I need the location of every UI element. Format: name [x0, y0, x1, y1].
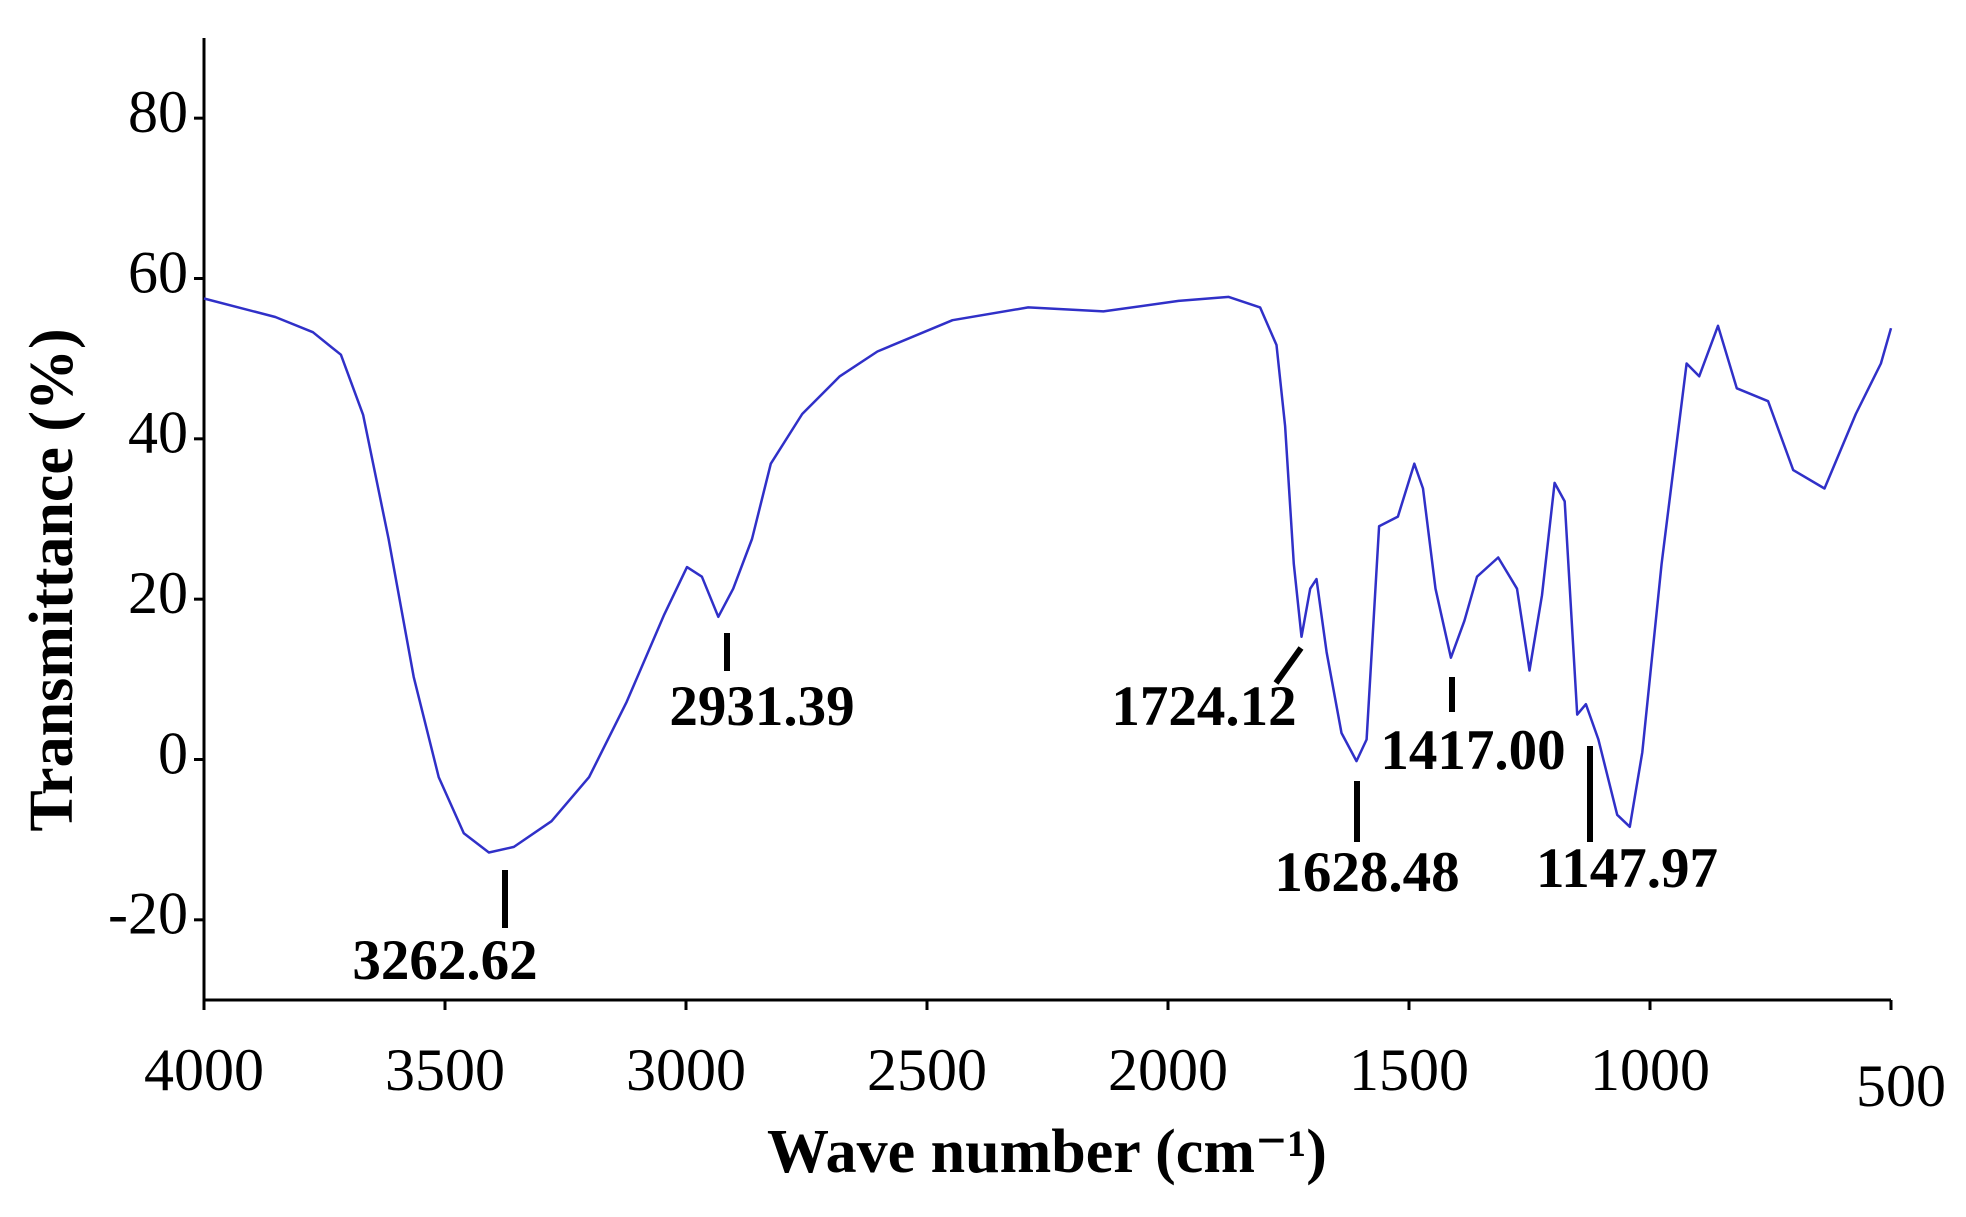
x-tick-label: 2500	[867, 1037, 987, 1103]
x-tick-label: 1000	[1590, 1037, 1710, 1103]
annotation: 1628.48	[1274, 841, 1459, 904]
x-tick-label: 4000	[144, 1037, 264, 1103]
x-tick-label: 3500	[385, 1037, 505, 1103]
x-tick-label: 2000	[1108, 1037, 1228, 1103]
y-tick-label: 40	[128, 400, 188, 466]
y-tick-label: -20	[108, 881, 188, 947]
annotation: 1417.00	[1380, 719, 1565, 782]
y-tick-label: 20	[128, 560, 188, 626]
y-tick-label: 60	[128, 239, 188, 305]
x-tick-label: 3000	[626, 1037, 746, 1103]
annotation: 1724.12	[1111, 675, 1296, 738]
annotation-leader	[1273, 646, 1304, 685]
y-tick-label: 0	[158, 720, 188, 786]
y-tick-label: 80	[128, 79, 188, 145]
x-tick-label: 1500	[1349, 1037, 1469, 1103]
spectrum-line	[203, 295, 1893, 854]
y-axis-title: Transmittance (%)	[18, 328, 86, 831]
annotation: 3262.62	[352, 929, 537, 992]
annotation: 1147.97	[1536, 837, 1718, 900]
x-axis-title: Wave number (cm⁻¹)	[767, 1118, 1327, 1186]
annotation: 2931.39	[669, 675, 854, 738]
x-tick-label: 500	[1856, 1053, 1946, 1119]
